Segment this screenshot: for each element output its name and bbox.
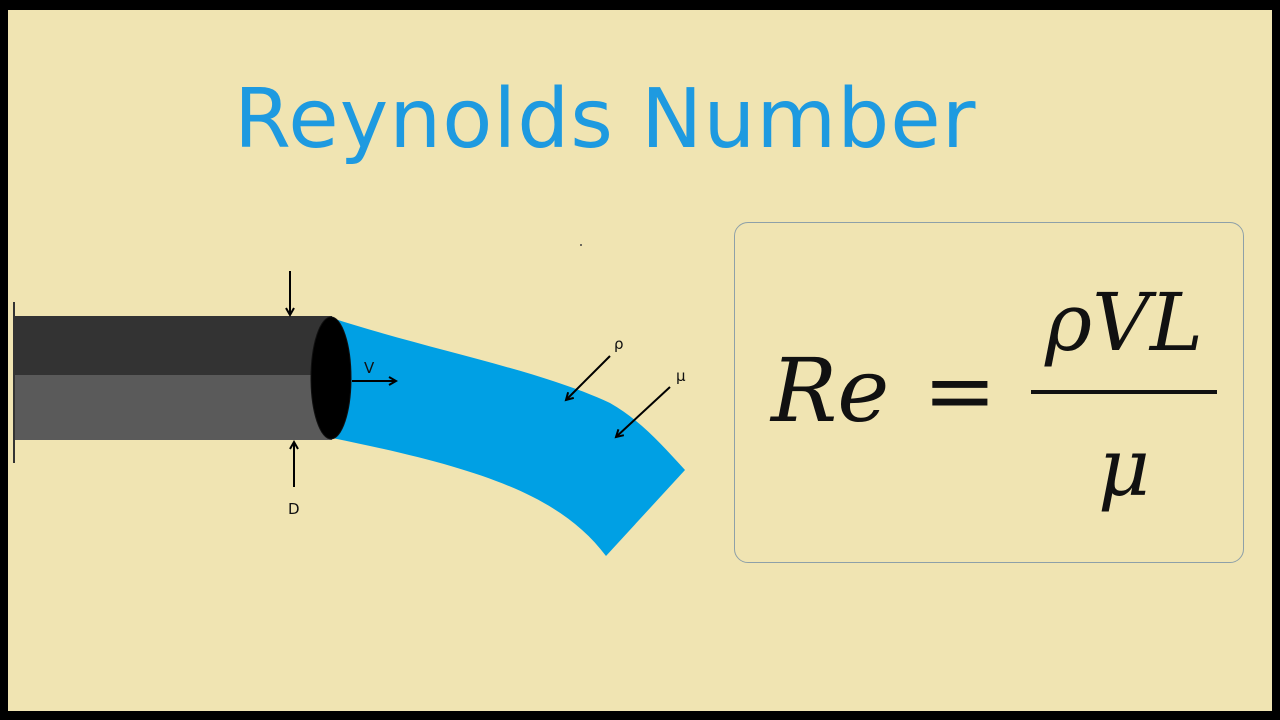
pipe-lower-half [15, 375, 332, 440]
slide-canvas: Reynolds Number D V ρ μ Re [8, 10, 1272, 711]
pipe-opening [310, 316, 352, 440]
velocity-label: V [364, 359, 375, 377]
formula-denominator: μ [1098, 421, 1150, 514]
fraction-bar [1031, 390, 1217, 394]
formula-numerator: ρVL [1045, 276, 1203, 369]
formula-box: Re = ρVL μ [734, 222, 1244, 563]
density-label: ρ [614, 335, 624, 353]
pipe-upper-half [15, 316, 332, 375]
formula-equals: = [923, 339, 997, 442]
slide-title: Reynolds Number [234, 72, 977, 167]
stray-dot [580, 244, 582, 246]
fluid-stream [332, 318, 685, 556]
diameter-label: D [288, 500, 300, 518]
viscosity-arrow [616, 386, 671, 437]
density-arrow [566, 355, 611, 400]
pipe-flow-diagram: D V ρ μ [13, 244, 686, 556]
formula-lhs: Re [771, 339, 890, 442]
viscosity-label: μ [676, 367, 686, 385]
